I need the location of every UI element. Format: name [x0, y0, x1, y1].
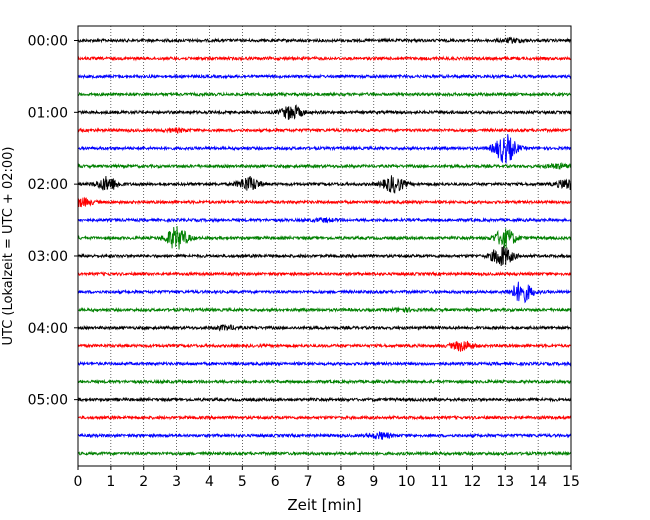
trace-line: [77, 104, 572, 120]
trace-lines: [77, 36, 572, 457]
x-tick-label: 14: [529, 474, 547, 490]
trace-line: [77, 306, 572, 314]
x-axis: 0 1 2 3 4 5 6 7 8 9 10 11 12 13 14 15: [74, 466, 580, 490]
trace-line: [77, 216, 572, 224]
trace-line: [77, 162, 572, 170]
y-tick-label: 04:00: [28, 321, 68, 337]
trace-line: [77, 324, 572, 332]
y-tick-label: 05:00: [28, 393, 68, 409]
y-axis-label: UTC (Lokalzeit = UTC + 02:00): [1, 147, 16, 346]
x-tick-label: 0: [74, 474, 83, 490]
y-tick-label: 03:00: [28, 249, 68, 265]
trace-line: [77, 225, 572, 250]
grid-lines: [110, 26, 539, 466]
y-axis: 00:00 01:00 02:00 03:00 04:00 05:00: [28, 34, 78, 409]
trace-line: [77, 175, 572, 194]
plot-frame: [77, 25, 572, 467]
trace-line: [77, 134, 572, 164]
trace-line: [77, 378, 572, 385]
trace-line: [77, 431, 572, 440]
trace-line: [77, 36, 572, 44]
trace-line: [77, 396, 572, 403]
y-tick-label: 02:00: [28, 177, 68, 193]
trace-line: [77, 196, 572, 208]
x-tick-label: 2: [139, 474, 148, 490]
y-tick-label: 00:00: [28, 34, 68, 50]
trace-line: [77, 450, 572, 457]
x-tick-label: 12: [463, 474, 481, 490]
x-tick-label: 5: [238, 474, 247, 490]
x-tick-label: 4: [205, 474, 214, 490]
x-tick-label: 7: [304, 474, 313, 490]
x-tick-label: 15: [562, 474, 580, 490]
trace-line: [77, 73, 572, 80]
x-tick-label: 10: [398, 474, 416, 490]
trace-line: [77, 126, 572, 134]
x-axis-label: Zeit [min]: [287, 496, 361, 514]
x-tick-label: 8: [336, 474, 345, 490]
x-tick-label: 9: [369, 474, 378, 490]
trace-line: [77, 360, 572, 367]
trace-line: [77, 340, 572, 352]
x-tick-label: 11: [431, 474, 449, 490]
x-tick-label: 3: [172, 474, 181, 490]
x-tick-label: 6: [271, 474, 280, 490]
x-tick-label: 13: [496, 474, 514, 490]
trace-line: [77, 414, 572, 421]
trace-line: [77, 91, 572, 98]
y-tick-label: 01:00: [28, 105, 68, 121]
x-tick-label: 1: [106, 474, 115, 490]
trace-line: [77, 270, 572, 278]
trace-line: [77, 55, 572, 62]
trace-line: [77, 281, 572, 304]
trace-line: [77, 246, 572, 267]
